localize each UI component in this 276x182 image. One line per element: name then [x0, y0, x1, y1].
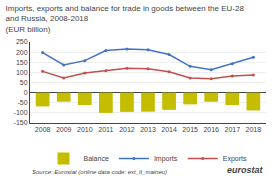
svg-text:2015: 2015 [182, 126, 198, 133]
svg-text:-150: -150 [14, 119, 28, 126]
svg-text:2010: 2010 [77, 126, 93, 133]
svg-text:2011: 2011 [98, 126, 113, 133]
svg-text:Balance: Balance [84, 155, 109, 162]
svg-text:250: 250 [16, 38, 28, 45]
svg-text:2012: 2012 [119, 126, 135, 133]
svg-text:Imports, exports and balance f: Imports, exports and balance for trade i… [6, 4, 245, 34]
svg-text:0: 0 [24, 89, 28, 96]
svg-text:2008: 2008 [35, 126, 51, 133]
svg-text:-50: -50 [17, 99, 27, 106]
svg-text:150: 150 [16, 59, 28, 66]
svg-text:2013: 2013 [140, 126, 156, 133]
svg-text:Exports: Exports [223, 155, 247, 163]
svg-text:2018: 2018 [246, 126, 262, 133]
svg-text:100: 100 [16, 69, 28, 76]
svg-text:200: 200 [16, 49, 28, 56]
svg-text:2017: 2017 [225, 126, 241, 133]
svg-text:eurostat: eurostat [227, 165, 264, 175]
svg-text:Imports: Imports [154, 155, 178, 163]
svg-text:2014: 2014 [161, 126, 177, 133]
svg-text:2016: 2016 [203, 126, 219, 133]
svg-text:2009: 2009 [56, 126, 72, 133]
svg-text:Source: Eurostat (online data: Source: Eurostat (online data code: ext_… [32, 169, 167, 175]
svg-text:-100: -100 [14, 109, 28, 116]
svg-text:50: 50 [20, 79, 28, 86]
